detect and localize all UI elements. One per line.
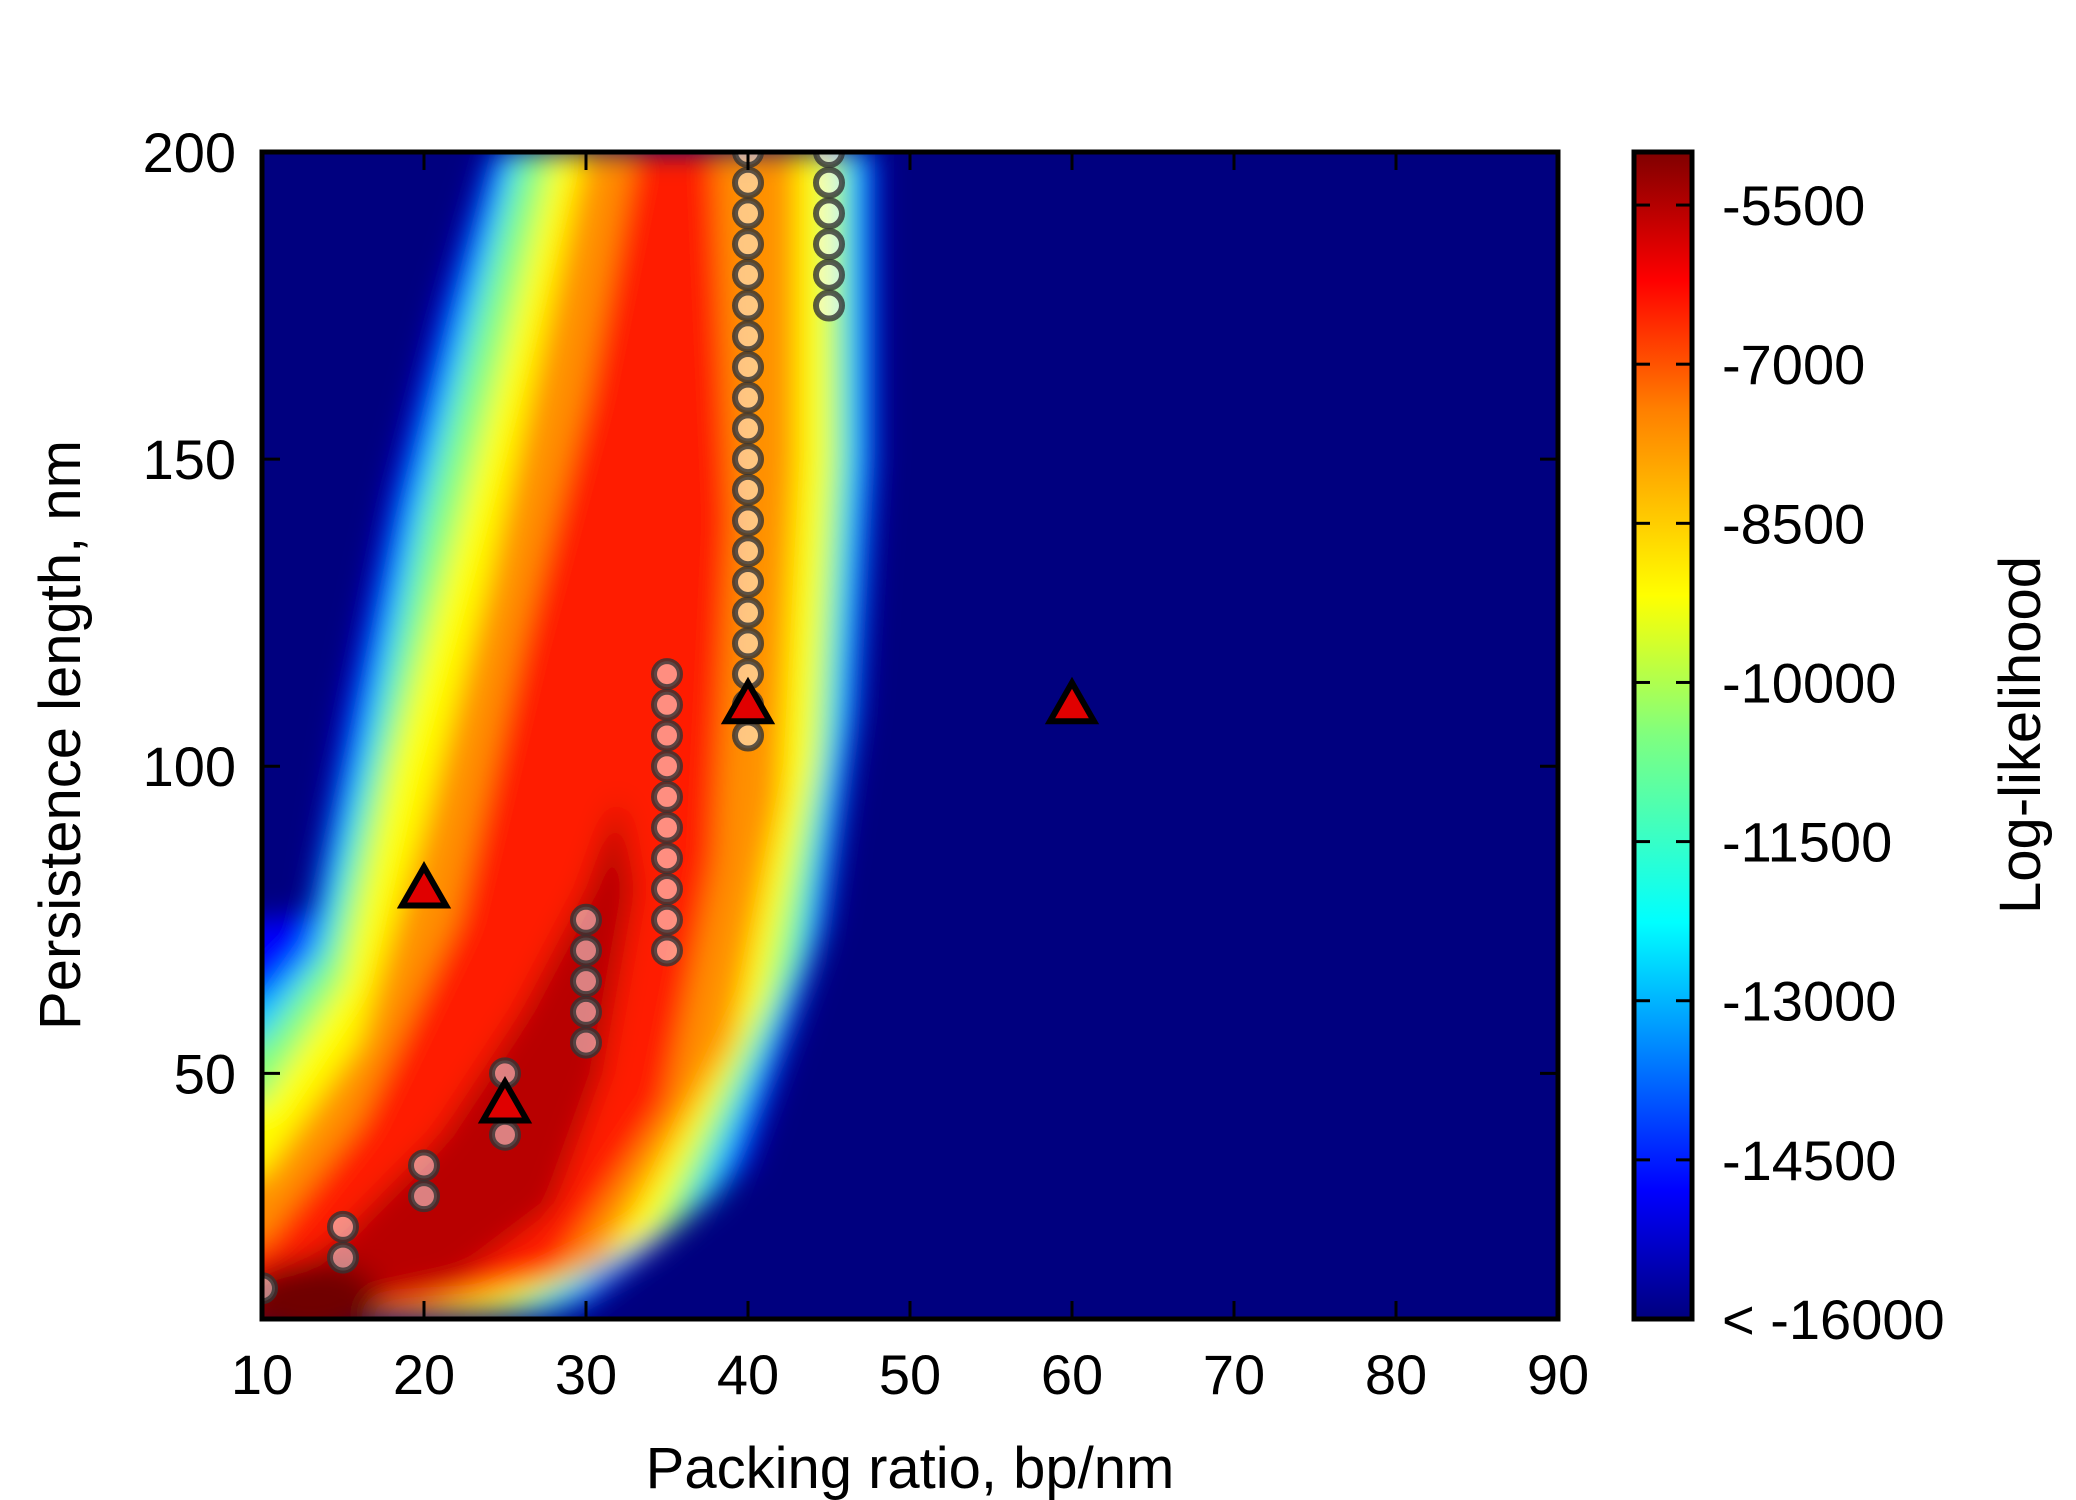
- x-tick-label: 40: [717, 1343, 779, 1406]
- triangle-marker: [477, 1075, 533, 1124]
- x-tick-label: 10: [231, 1343, 293, 1406]
- colorbar-tick-label: -7000: [1722, 333, 1865, 396]
- x-tick-label: 50: [879, 1343, 941, 1406]
- colorbar-frame: [1631, 149, 1695, 1322]
- circle-marker: [651, 811, 683, 844]
- colorbar-tick-label: -8500: [1722, 492, 1865, 555]
- circle-marker: [408, 1180, 440, 1213]
- circle-marker: [570, 1026, 602, 1059]
- circle-marker: [732, 535, 764, 568]
- circle-marker: [651, 658, 683, 691]
- x-tick-label: 80: [1365, 1343, 1427, 1406]
- circle-marker: [732, 412, 764, 445]
- circle-marker: [651, 780, 683, 813]
- circle-marker: [732, 197, 764, 230]
- circle-marker: [570, 934, 602, 967]
- circle-marker: [732, 719, 764, 752]
- y-tick-label: 100: [143, 735, 236, 798]
- circle-marker: [651, 903, 683, 936]
- circle-marker: [732, 627, 764, 660]
- circle-marker: [732, 166, 764, 199]
- x-axis-label: Packing ratio, bp/nm: [646, 1436, 1175, 1500]
- x-tick-label: 90: [1527, 1343, 1589, 1406]
- circle-marker: [732, 473, 764, 506]
- circle-marker: [327, 1210, 359, 1243]
- colorbar-label: Log-likelihood: [1988, 556, 2053, 914]
- circle-marker: [651, 842, 683, 875]
- colorbar-tick-label: < -16000: [1722, 1288, 1945, 1351]
- circle-marker: [813, 258, 845, 291]
- circle-marker: [651, 719, 683, 752]
- circle-marker: [651, 873, 683, 906]
- circle-marker: [732, 228, 764, 261]
- circle-marker: [732, 504, 764, 537]
- circle-marker: [732, 350, 764, 383]
- y-tick-label: 200: [143, 121, 236, 184]
- triangle-marker-layer: [396, 676, 1100, 1124]
- heatmap-band: [262, 152, 732, 1319]
- heatmap-band: [262, 796, 635, 1319]
- colorbar-gradient: [1634, 152, 1692, 1319]
- circle-marker: [732, 289, 764, 322]
- circle-marker: [651, 750, 683, 783]
- x-tick-label: 70: [1203, 1343, 1265, 1406]
- x-axis: 10 20 30 40 50 60 70 80 90: [231, 152, 1589, 1406]
- triangle-marker: [1044, 676, 1100, 725]
- circle-marker: [732, 258, 764, 291]
- heatmap-core: [262, 1260, 381, 1319]
- circle-marker: [732, 320, 764, 353]
- circle-marker: [570, 903, 602, 936]
- y-axis-label: Persistence length, nm: [28, 440, 93, 1030]
- circle-marker: [570, 995, 602, 1028]
- colorbar-tick-label: -13000: [1722, 970, 1896, 1033]
- circle-marker: [732, 443, 764, 476]
- y-axis: 50 100 150 200: [143, 121, 1558, 1105]
- circle-marker: [327, 1241, 359, 1274]
- colorbar-tick-label: -10000: [1722, 651, 1896, 714]
- colorbar-tick-label: -5500: [1722, 174, 1865, 237]
- heatmap-layer: [262, 152, 878, 1319]
- x-tick-label: 60: [1041, 1343, 1103, 1406]
- circle-marker: [262, 1272, 278, 1305]
- colorbar: -5500 -7000 -8500 -10000 -11500 -13000 -14500 <…: [1631, 149, 2053, 1351]
- x-tick-label: 30: [555, 1343, 617, 1406]
- circle-marker: [813, 197, 845, 230]
- circle-marker: [813, 166, 845, 199]
- circle-marker: [570, 965, 602, 998]
- circle-marker: [732, 381, 764, 414]
- circle-marker-layer: [262, 152, 845, 1305]
- circle-marker: [732, 596, 764, 629]
- circle-marker: [813, 289, 845, 322]
- circle-marker: [651, 688, 683, 721]
- circle-marker: [489, 1118, 521, 1151]
- circle-marker: [408, 1149, 440, 1182]
- triangle-marker: [396, 861, 452, 909]
- y-tick-label: 150: [143, 428, 236, 491]
- triangle-marker: [720, 676, 776, 725]
- colorbar-tick-label: -14500: [1722, 1129, 1896, 1192]
- circle-marker: [813, 152, 845, 168]
- circle-marker: [732, 565, 764, 598]
- y-tick-label: 50: [174, 1042, 236, 1105]
- colorbar-tick-label: -11500: [1722, 811, 1892, 874]
- circle-marker: [651, 934, 683, 967]
- x-tick-label: 20: [393, 1343, 455, 1406]
- circle-marker: [813, 228, 845, 261]
